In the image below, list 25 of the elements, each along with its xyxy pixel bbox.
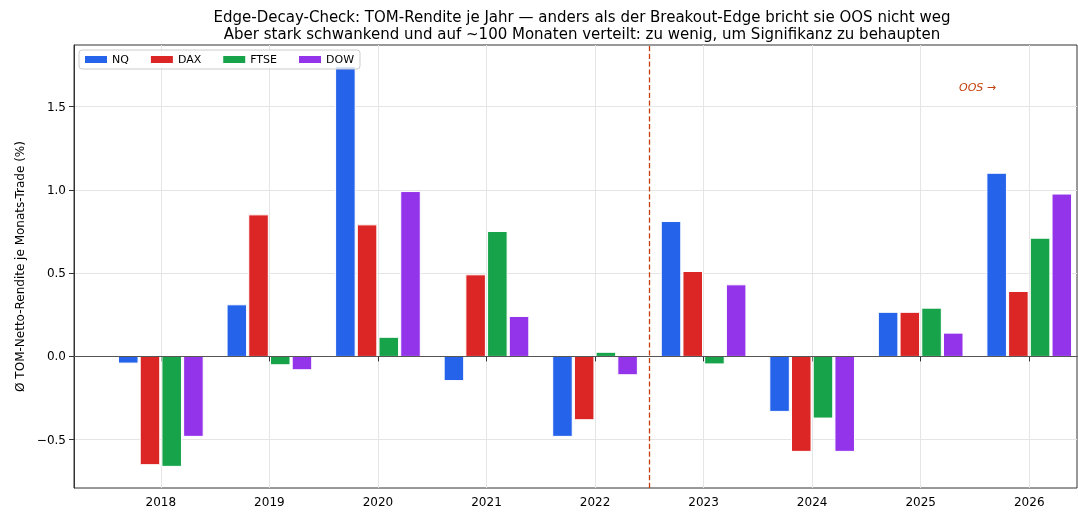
x-tick-label: 2024 — [796, 495, 828, 509]
x-tick-label: 2019 — [254, 495, 285, 509]
x-tick-label: 2018 — [145, 495, 177, 509]
x-tick-label: 2022 — [579, 495, 611, 509]
x-tick-label: 2023 — [688, 495, 719, 509]
y-tick-label: 1.5 — [46, 99, 66, 114]
annotation: OOS → — [958, 81, 996, 94]
bar — [443, 355, 465, 382]
y-axis-title: Ø TOM-Netto-Rendite je Monats-Trade (%) — [12, 141, 27, 392]
y-tick-label: 0.0 — [46, 349, 66, 364]
y-tick-label: 0.5 — [46, 266, 66, 281]
legend-label: NQ — [112, 53, 130, 66]
x-tick-label: 2025 — [905, 495, 936, 509]
chart-title: Edge-Decay-Check: TOM-Rendite je Jahr — anders als der Breakout-Edge bricht sie OOS nicht weg — [213, 7, 951, 26]
y-tick-label: 1.0 — [46, 182, 66, 197]
chart-subtitle: Aber stark schwankend und auf ~100 Monaten verteilt: zu wenig, um Signifikanz zu behaupten — [223, 24, 941, 43]
bar — [617, 355, 638, 376]
legend-label: DAX — [177, 53, 202, 66]
legend-label: DOW — [326, 53, 355, 66]
legend-label: FTSE — [250, 53, 278, 66]
bar — [725, 284, 747, 357]
x-tick-label: 2026 — [1013, 495, 1045, 509]
x-tick-label: 2020 — [362, 495, 394, 509]
x-tick-label: 2021 — [471, 495, 502, 509]
y-tick-label: −0.5 — [36, 432, 66, 447]
